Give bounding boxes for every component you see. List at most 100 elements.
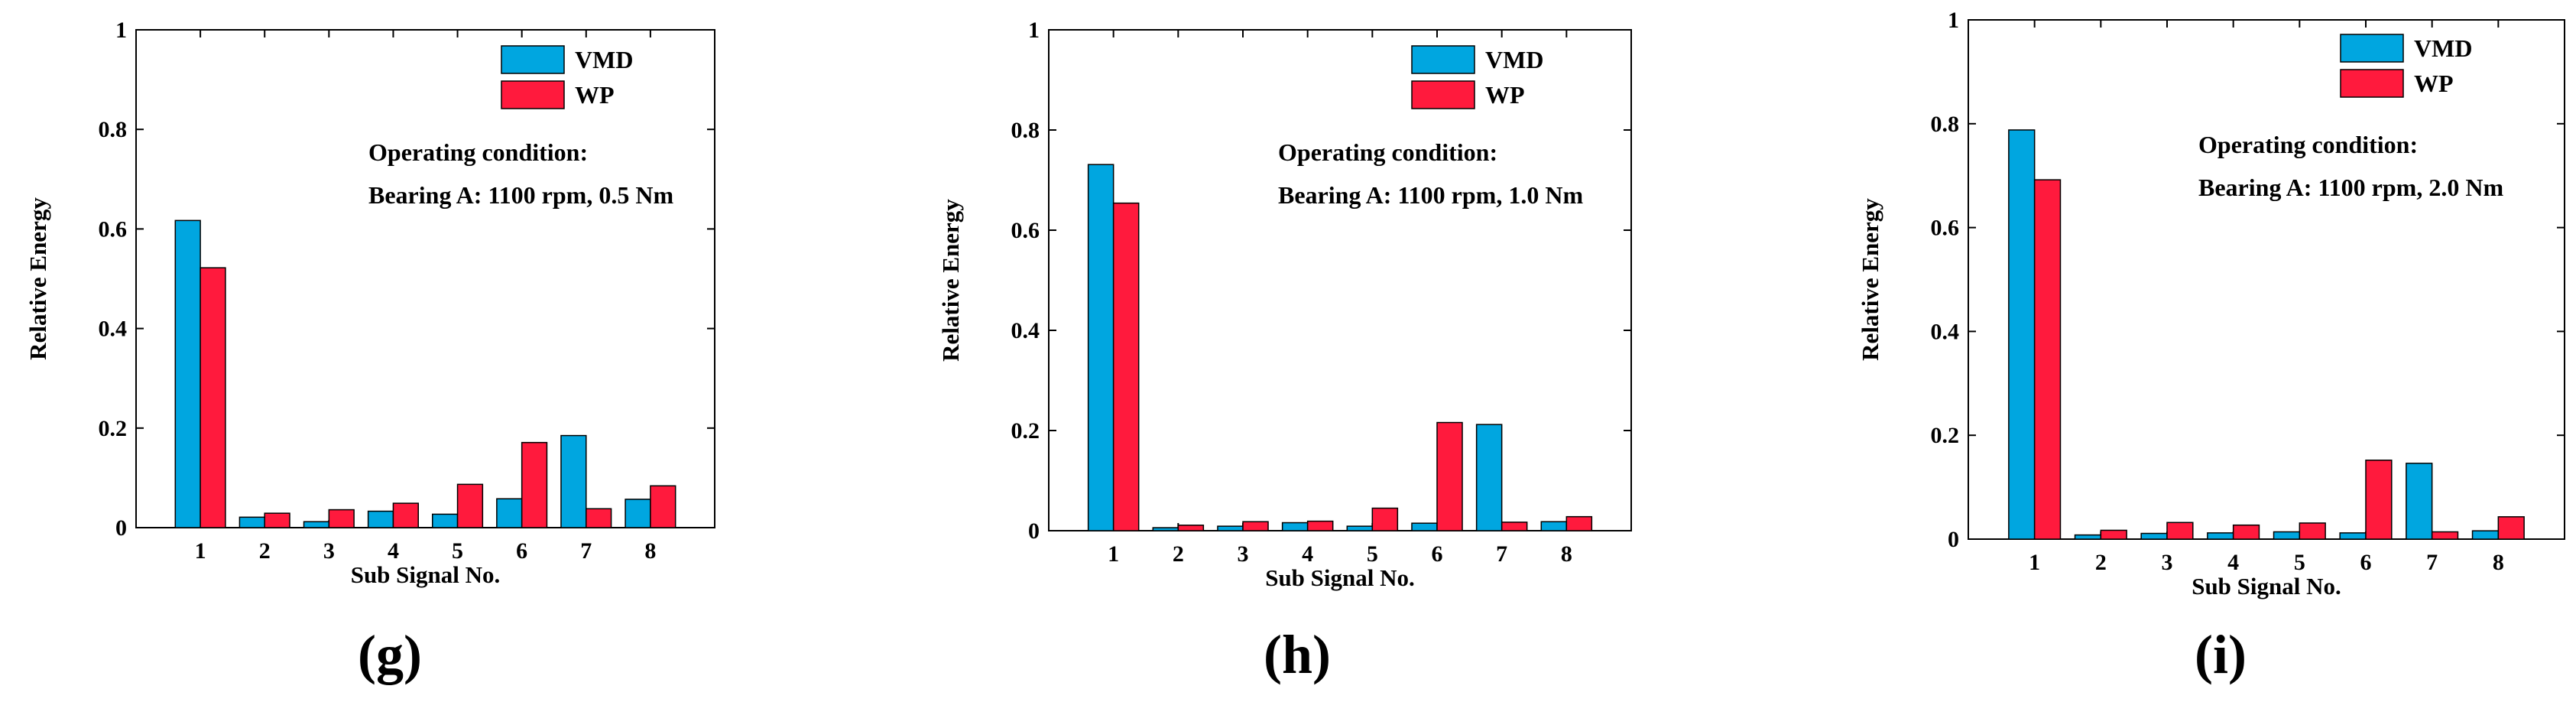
x-tick-label: 6 [2360,550,2372,575]
x-tick-label: 7 [2426,550,2438,575]
x-axis-label: Sub Signal No. [1265,564,1415,591]
x-tick-label: 1 [195,538,206,564]
bar-vmd-4 [2207,532,2234,540]
plot-frame [1048,29,1632,531]
x-tick-label: 3 [323,538,335,564]
annotation-line-1: Operating condition: [368,138,588,166]
bar-wp-6 [2365,460,2393,540]
bar-vmd-4 [367,510,394,528]
legend-swatch-wp [501,80,565,109]
bar-wp-4 [392,502,419,528]
legend-label-vmd: VMD [575,46,633,73]
legend-swatch-vmd [501,45,565,74]
y-tick-label: 0.6 [99,216,128,242]
bar-vmd-8 [1540,521,1568,531]
bar-wp-1 [200,267,226,528]
x-tick-label: 4 [2227,550,2239,575]
bar-vmd-3 [303,521,330,528]
y-tick-label: 0.2 [99,416,128,441]
bar-wp-2 [1177,525,1205,531]
bar-vmd-8 [625,499,651,528]
bar-wp-3 [328,509,355,528]
panel-label: (g) [358,624,422,685]
y-axis-label: Relative Energy [24,197,51,360]
x-tick-label: 2 [2095,550,2107,575]
bar-vmd-6 [2339,532,2367,540]
bar-vmd-1 [1087,164,1114,531]
chart-panel-3: 0 0.2 0.4 0.6 0.8 1 1 2 3 4 5 6 7 8 Sub Signal No. Rela… [1857,8,2565,685]
legend-swatch-wp [2340,69,2404,98]
bar-wp-4 [1306,520,1334,531]
bar-wp-8 [650,485,676,528]
x-tick-label: 8 [2493,550,2504,575]
bar-wp-5 [2299,522,2326,540]
annotation-line-2: Bearing A: 1100 rpm, 1.0 Nm [1278,181,1583,209]
y-tick-label: 1 [1028,18,1040,43]
y-tick-label: 0.4 [1931,319,1960,344]
plot-frame [135,29,715,528]
legend-label-wp: WP [575,81,615,109]
bar-wp-5 [1371,507,1399,531]
bar-wp-7 [2431,531,2459,540]
plot-frame [1968,19,2565,540]
x-tick-label: 3 [2162,550,2173,575]
x-tick-label: 6 [1432,541,1443,567]
bar-wp-8 [1565,515,1593,531]
y-tick-label: 0.4 [1011,318,1040,343]
x-tick-label: 4 [1302,541,1313,567]
bar-vmd-5 [2273,531,2301,540]
bar-vmd-2 [2074,534,2102,540]
bar-vmd-8 [2471,530,2500,540]
bar-wp-1 [1112,202,1140,531]
legend-label-vmd: VMD [1485,46,1543,73]
legend-swatch-wp [1411,80,1475,109]
y-tick-label: 0 [115,515,127,541]
annotation-line-1: Operating condition: [2198,131,2418,158]
x-tick-label: 8 [1561,541,1572,567]
x-tick-label: 6 [516,538,527,564]
legend-label-vmd: VMD [2414,34,2472,62]
bar-wp-7 [586,508,612,528]
bar-wp-2 [2100,529,2127,540]
x-tick-label: 5 [1367,541,1378,567]
y-tick-label: 0.6 [1011,218,1040,243]
x-tick-label: 1 [2029,550,2040,575]
bar-vmd-6 [496,498,523,528]
legend-swatch-vmd [1411,45,1475,74]
x-tick-label: 8 [644,538,656,564]
y-axis-label: Relative Energy [1857,198,1883,361]
x-tick-label: 5 [452,538,463,564]
x-axis-label: Sub Signal No. [2192,573,2341,600]
annotation-line-1: Operating condition: [1278,138,1497,166]
bar-vmd-6 [1411,522,1438,531]
annotation-line-2: Bearing A: 1100 rpm, 2.0 Nm [2198,174,2503,201]
y-tick-label: 0 [1028,518,1040,544]
bar-vmd-5 [1346,525,1374,531]
bar-vmd-5 [432,513,459,528]
x-tick-label: 1 [1108,541,1119,567]
bar-vmd-3 [2140,532,2168,540]
legend-label-wp: WP [2414,70,2454,97]
y-tick-label: 0.8 [1011,118,1040,143]
bar-vmd-4 [1281,522,1309,531]
chart-panel-1: 0 0.2 0.4 0.6 0.8 1 1 2 3 4 5 6 7 8 Sub Signal No. Rela… [24,18,715,685]
bar-vmd-7 [1475,424,1503,531]
x-tick-label: 7 [1496,541,1507,567]
legend-label-wp: WP [1485,81,1525,109]
x-axis-label: Sub Signal No. [351,561,501,588]
y-tick-label: 0 [1948,527,1959,552]
y-tick-label: 0.8 [1931,112,1960,137]
x-tick-label: 4 [388,538,399,564]
y-tick-label: 0.2 [1931,423,1960,448]
bar-vmd-7 [2406,463,2433,540]
bar-vmd-3 [1217,525,1244,531]
panel-label: (i) [2195,624,2247,685]
y-tick-label: 0.4 [99,317,128,342]
bar-wp-1 [2033,179,2062,540]
y-tick-label: 0.6 [1931,216,1960,241]
y-tick-label: 0.8 [99,117,128,142]
bar-wp-3 [2166,522,2194,540]
bar-vmd-1 [2008,129,2036,540]
y-tick-label: 0.2 [1011,418,1040,444]
bar-wp-3 [1242,521,1269,531]
